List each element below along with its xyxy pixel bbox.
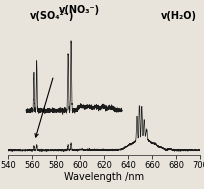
Text: v(NO₃⁻): v(NO₃⁻) bbox=[59, 5, 100, 15]
Text: v(H₂O): v(H₂O) bbox=[160, 11, 196, 21]
X-axis label: Wavelength /nm: Wavelength /nm bbox=[64, 172, 144, 182]
Text: v(SO₄²⁻): v(SO₄²⁻) bbox=[30, 11, 74, 21]
